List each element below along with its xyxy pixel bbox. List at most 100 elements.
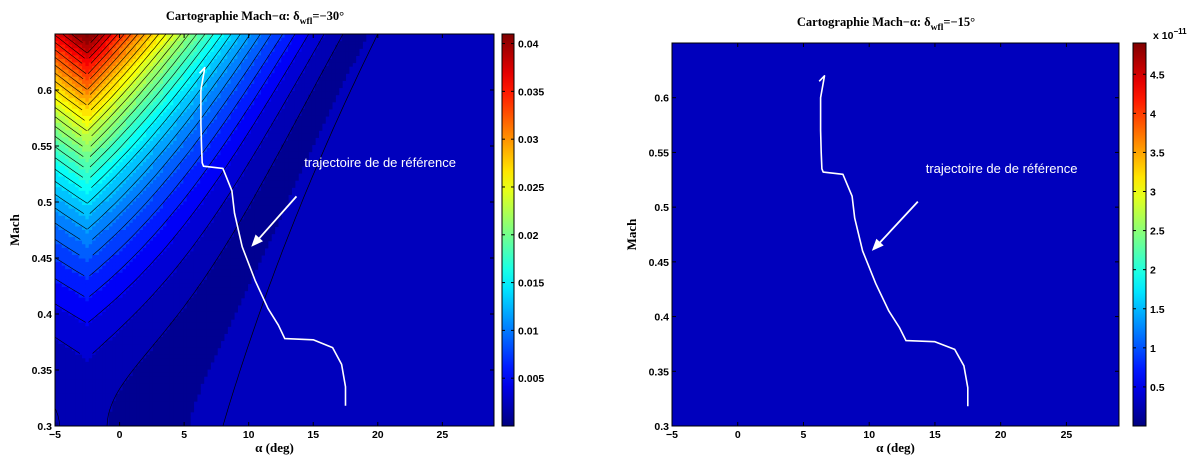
contour-line [62,34,106,54]
reference-trajectory [818,75,969,407]
chart-panel-2: trajectoire de de référence −5 0 5 10 15 20 25 0… [624,15,1187,455]
reference-trajectory [199,66,347,406]
contour-line [55,34,241,214]
x-tick-label: 0 [117,429,123,441]
annotation-text: trajectoire de de référence [926,161,1078,176]
chart-title-subscript: wfl [931,23,944,33]
contour-field [55,34,367,426]
y-tick-label: 0.4 [654,312,669,324]
chart-panel-1: trajectoire de de référence −5 0 5 10 15 20 25 0… [7,9,544,455]
colorbar-tick-label: 2.5 [1150,226,1165,238]
contour-line [55,34,232,204]
axes-frame [671,42,1120,427]
contour-line [55,34,272,256]
x-tick-label: 15 [307,429,319,441]
colorbar-exponent: x 10−11 [1153,27,1187,42]
colorbar-tick-label: 0.01 [518,325,539,337]
y-tick-label: 0.35 [649,366,670,378]
chart-title-prefix: Cartographie Mach−α: δ [797,15,931,29]
chart-title: Cartographie Mach−α: δwfl=−15° [797,15,975,33]
chart-title-prefix: Cartographie Mach−α: δ [166,9,300,23]
colorbar-tick-label: 3.5 [1150,147,1165,159]
x-tick-label: 20 [372,429,384,441]
y-tick-label: 0.5 [654,202,669,214]
contour-line [55,34,174,131]
contour-line [55,34,160,111]
x-tick-label: −5 [666,429,678,441]
annotation-arrow [875,201,919,248]
contour-line [55,34,152,106]
contour-line [55,34,261,240]
chart-title-suffix: =−15° [943,15,975,29]
y-tick-label: 0.3 [654,421,669,433]
colorbar-tick-label: 0.02 [518,230,539,242]
colorbar-tick-label: 4 [1150,108,1156,120]
colorbar-tick-label: 0.03 [518,134,539,146]
contour-line [55,34,112,59]
contour-line [55,34,344,426]
colorbar-tick-label: 0.035 [518,86,544,98]
y-tick-label: 0.35 [32,365,53,377]
chart-title-suffix: =−30° [312,9,344,23]
y-axis-label: Mach [624,218,639,251]
x-axis-label: α (deg) [255,440,294,455]
contour-line [55,34,214,178]
annotation-text: trajectoire de de référence [304,155,456,170]
chart-title: Cartographie Mach−α: δwfl=−30° [166,9,344,27]
y-tick-label: 0.6 [654,93,669,105]
x-tick-label: 5 [801,429,807,441]
chart-title-subscript: wfl [300,17,313,27]
colorbar-tick-label: 4.5 [1150,69,1165,81]
colorbar-tick-label: 0.005 [518,373,544,385]
contour-line [55,34,325,354]
axes-frame [54,33,495,427]
colorbar-tick-label: 3 [1150,187,1156,199]
contour-line [55,34,139,90]
x-tick-label: 25 [1061,429,1073,441]
x-tick-label: −5 [49,429,61,441]
contour-line [55,34,132,80]
x-axis-label: α (deg) [876,440,915,455]
colorbar-tick-label: 0.5 [1150,382,1165,394]
colorbar: 0.005 0.01 0.015 0.02 0.025 0.03 0.035 0.04 [501,33,544,427]
colorbar-tick-label: 0.025 [518,182,544,194]
x-tick-label: 25 [437,429,449,441]
colorbar-tick-label: 1 [1150,343,1156,355]
x-tick-label: 5 [181,429,187,441]
y-tick-label: 0.45 [649,257,670,269]
x-tick-label: 15 [929,429,941,441]
y-tick-label: 0.5 [37,197,52,209]
annotation-arrow-head [251,234,263,247]
colorbar-exponent-base: x 10 [1153,30,1174,42]
colorbar-tick-label: 0.015 [518,278,544,290]
y-tick-label: 0.6 [37,85,52,97]
contour-line [55,34,125,75]
contour-line [55,34,182,137]
annotation-arrow [254,195,298,244]
contour-line [55,34,146,95]
contour-line [55,34,119,64]
contour-line [55,34,296,297]
contour-line [55,34,284,277]
annotation-arrow-head [871,238,884,251]
x-tick-label: 0 [735,429,741,441]
colorbar: 0.5 1 1.5 2 2.5 3 3.5 4 4.5 x 10−11 [1132,27,1187,427]
colorbar-scale [501,33,515,427]
contour-line [55,34,310,323]
plot-background [672,43,1119,426]
x-tick-label: 10 [243,429,255,441]
y-tick-label: 0.4 [37,309,52,321]
y-tick-label: 0.45 [32,253,53,265]
contour-line [55,34,198,157]
contour-line [55,34,167,121]
y-tick-label: 0.55 [649,147,670,159]
y-tick-label: 0.3 [37,421,52,433]
x-tick-label: 20 [995,429,1007,441]
contour-boundary [222,34,379,426]
contour-line [55,34,206,168]
contour-lines [55,34,344,426]
colorbar-tick-label: 2 [1150,265,1156,277]
y-tick-label: 0.55 [32,141,53,153]
contour-line [55,34,190,147]
